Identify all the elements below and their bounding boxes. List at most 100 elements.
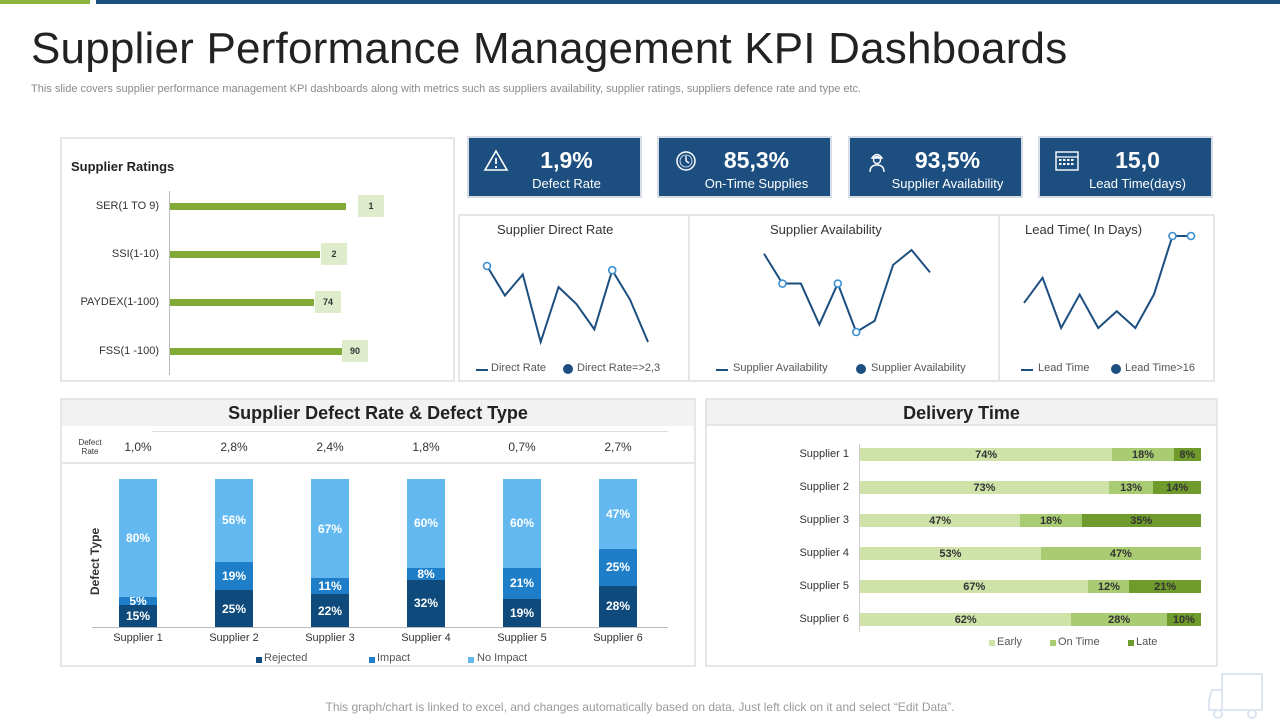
clock-icon — [676, 151, 696, 171]
delivery-bar-segment-early: 53% — [860, 547, 1041, 560]
trend-point — [851, 327, 861, 337]
legend-label: Supplier Availability — [871, 362, 966, 374]
rating-label: SSI(1-10) — [111, 248, 159, 260]
trend-charts — [482, 231, 1196, 346]
delivery-bar-segment-early: 73% — [860, 481, 1109, 494]
calendar-icon — [1055, 151, 1079, 171]
defect-section-title: Supplier Defect Rate & Defect Type — [62, 400, 694, 426]
rating-value-label: 74 — [315, 291, 341, 313]
supplier-ratings-panel: Supplier Ratings SER(1 TO 9) 1 SSI(1-10) 2 P… — [60, 137, 455, 382]
delivery-time-panel: Delivery Time Supplier 1 74% 18% 8% Supplier… — [705, 398, 1218, 667]
defect-rate-value: 2,4% — [316, 440, 344, 454]
legend-label: Impact — [377, 652, 411, 664]
delivery-bar-segment-on-time: 12% — [1088, 580, 1130, 593]
defect-bar-segment-rejected: 25% — [215, 590, 253, 627]
delivery-bar-segment-early: 67% — [860, 580, 1089, 593]
rating-value-label: 1 — [358, 195, 384, 217]
rating-value-label: 2 — [321, 243, 347, 265]
kpi-value: 1,9% — [540, 147, 593, 173]
kpi-lead-time: 15,0 Lead Time(days) — [1038, 136, 1213, 198]
footer-note: This graph/chart is linked to excel, and… — [325, 700, 955, 714]
delivery-supplier-label: Supplier 2 — [799, 481, 849, 493]
legend-label: Direct Rate — [491, 362, 547, 374]
page-title: Supplier Performance Management KPI Dash… — [31, 24, 1068, 73]
legend-swatch-rejected — [256, 657, 262, 663]
warning-icon — [483, 149, 509, 171]
defect-bar-segment-no-impact: 60% — [407, 479, 445, 568]
direct-rate-chart-title: Supplier Direct Rate — [497, 222, 614, 237]
defect-bar-segment-no-impact: 60% — [503, 479, 541, 568]
worker-icon — [869, 153, 885, 173]
delivery-bar-segment-late: 8% — [1173, 448, 1201, 461]
legend-label: Early — [997, 636, 1023, 648]
trend-charts-panel: Supplier Direct Rate Supplier Availabili… — [458, 214, 1215, 382]
legend-label: Rejected — [264, 652, 308, 664]
defect-bar-segment-rejected: 19% — [503, 598, 541, 627]
legend-swatch-no-impact — [468, 657, 474, 663]
kpi-value: 15,0 — [1115, 147, 1160, 173]
defect-x-tick-label: Supplier 6 — [593, 632, 643, 644]
defect-x-tick-label: Supplier 2 — [209, 632, 259, 644]
rating-label: PAYDEX(1-100) — [80, 296, 159, 308]
top-accent-blue — [96, 0, 1280, 4]
delivery-bar-segment-on-time: 18% — [1020, 514, 1082, 527]
delivery-bar-segment-late: 21% — [1129, 580, 1201, 593]
rating-bar — [170, 251, 320, 258]
trend-point — [1168, 231, 1177, 241]
defect-bar-segment-rejected: 22% — [311, 594, 349, 627]
delivery-bar-segment-on-time: 13% — [1108, 481, 1154, 494]
delivery-bar-segment-late: 10% — [1166, 613, 1201, 626]
rating-label: SER(1 TO 9) — [95, 200, 159, 212]
ratings-axis — [169, 191, 170, 375]
trend-line — [486, 265, 649, 346]
delivery-supplier-label: Supplier 5 — [799, 580, 849, 592]
delivery-supplier-label: Supplier 1 — [799, 448, 849, 460]
delivery-bar-segment-early: 74% — [860, 448, 1113, 461]
defect-bar-segment-impact: 8% — [407, 567, 445, 581]
rating-bar — [170, 203, 346, 210]
delivery-bar-segment-early: 47% — [860, 514, 1021, 527]
kpi-on-time-supplies: 85,3% On-Time Supplies — [657, 136, 832, 198]
delivery-supplier-label: Supplier 4 — [799, 547, 849, 559]
defect-bar-segment-rejected: 32% — [407, 579, 445, 627]
trend-divider — [998, 216, 1000, 380]
defect-x-tick-label: Supplier 4 — [401, 632, 451, 644]
defect-bar-segment-impact: 11% — [311, 578, 349, 595]
trend-point — [1186, 231, 1196, 241]
defect-x-tick-label: Supplier 5 — [497, 632, 547, 644]
trend-line — [763, 248, 931, 334]
kpi-label: Supplier Availability — [891, 176, 1004, 191]
defect-bar-segment-impact: 25% — [599, 548, 637, 586]
defect-x-tick-label: Supplier 3 — [305, 632, 355, 644]
trend-point — [778, 279, 787, 288]
legend-label: Direct Rate=>2,3 — [577, 362, 661, 374]
rating-bar — [170, 299, 314, 306]
kpi-supplier-availability: 93,5% Supplier Availability — [848, 136, 1023, 198]
delivery-y-axis — [859, 444, 860, 632]
defect-bar-segment-rejected: 28% — [599, 585, 637, 627]
page-subtitle: This slide covers supplier performance m… — [31, 83, 862, 95]
defect-bar-segment-rejected: 15% — [119, 604, 157, 627]
rating-label: FSS(1 -100) — [99, 345, 159, 357]
rate-row-divider — [62, 462, 694, 464]
legend-label: Lead Time>16 — [1125, 362, 1196, 374]
supplier-ratings-title: Supplier Ratings — [71, 159, 175, 174]
defect-rate-value: 2,7% — [604, 440, 632, 454]
defect-x-tick-label: Supplier 1 — [113, 632, 163, 644]
defect-rate-value: 1,0% — [124, 440, 152, 454]
defect-rate-value: 1,8% — [412, 440, 440, 454]
defect-rate-panel: Supplier Defect Rate & Defect Type Defec… — [60, 398, 696, 667]
delivery-supplier-label: Supplier 3 — [799, 514, 849, 526]
defect-bar-segment-no-impact: 56% — [215, 479, 253, 562]
legend-dot-marker — [563, 364, 573, 374]
legend-dot-marker — [1111, 364, 1121, 374]
legend-swatch-on-time — [1050, 640, 1056, 646]
delivery-bar-segment-late: 35% — [1081, 514, 1201, 527]
kpi-label: On-Time Supplies — [704, 176, 809, 191]
delivery-bar-segment-early: 62% — [860, 613, 1072, 626]
legend-dot-marker — [856, 364, 866, 374]
legend-swatch-impact — [369, 657, 375, 663]
defect-bar-segment-no-impact: 80% — [119, 479, 157, 598]
defect-bar-segment-no-impact: 67% — [311, 479, 349, 579]
defect-rate-row-label: Defect Rate — [78, 438, 102, 456]
